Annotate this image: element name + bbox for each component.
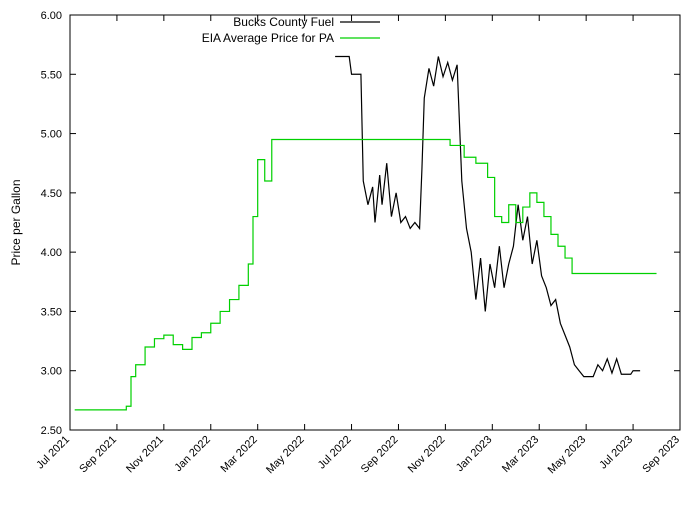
x-tick-label: Mar 2022 <box>218 434 259 475</box>
x-tick-label: Nov 2021 <box>124 434 166 476</box>
y-tick-label: 4.50 <box>41 188 62 200</box>
x-tick-label: May 2023 <box>546 434 589 477</box>
x-tick-label: Jul 2023 <box>597 434 635 472</box>
x-tick-label: Jul 2021 <box>34 434 72 472</box>
y-tick-label: 2.50 <box>41 425 62 437</box>
y-tick-label: 3.50 <box>41 306 62 318</box>
y-axis-label: Price per Gallon <box>9 179 23 265</box>
x-tick-label: Sep 2023 <box>640 434 682 476</box>
y-tick-label: 4.00 <box>41 247 62 259</box>
y-tick-label: 6.00 <box>41 10 62 22</box>
legend-label: Bucks County Fuel <box>233 15 334 29</box>
x-tick-label: Nov 2022 <box>406 434 448 476</box>
y-tick-label: 5.50 <box>41 69 62 81</box>
y-tick-label: 3.00 <box>41 366 62 378</box>
x-tick-label: Jan 2023 <box>454 434 494 474</box>
x-tick-label: Sep 2021 <box>77 434 119 476</box>
series-eia-average-price-for-pa <box>75 140 657 410</box>
legend-label: EIA Average Price for PA <box>202 31 334 45</box>
x-tick-label: Mar 2023 <box>500 434 541 475</box>
x-tick-label: May 2022 <box>264 434 307 477</box>
series-bucks-county-fuel <box>335 57 640 377</box>
fuel-price-chart: 2.50 3.00 3.50 4.00 4.50 5.00 5.50 6.00 Jul 2021… <box>0 0 700 525</box>
x-tick-label: Jan 2022 <box>172 434 212 474</box>
y-tick-label: 5.00 <box>41 129 62 141</box>
x-tick-label: Jul 2022 <box>316 434 354 472</box>
x-tick-label: Sep 2022 <box>359 434 401 476</box>
